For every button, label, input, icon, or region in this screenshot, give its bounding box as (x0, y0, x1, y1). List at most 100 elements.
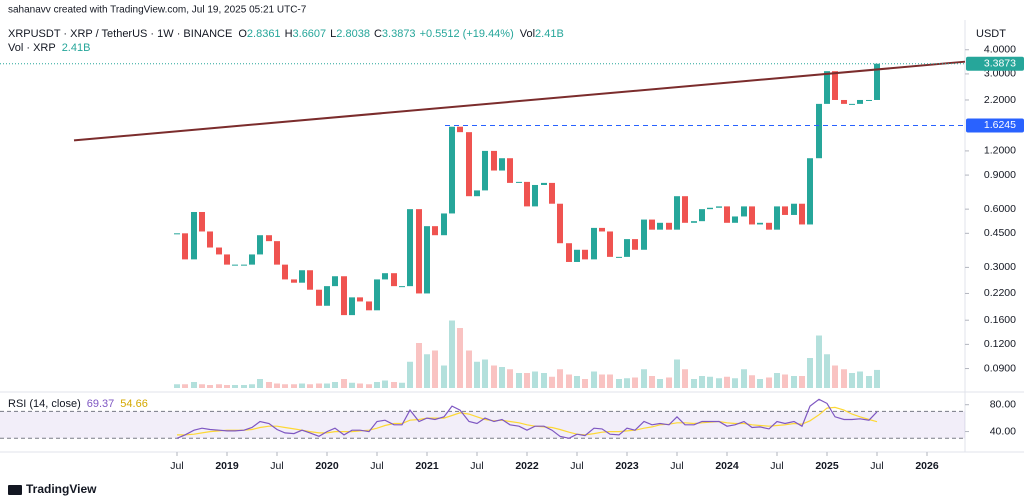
candle (224, 254, 230, 265)
ohlc-o: 2.8361 (247, 28, 281, 40)
logo-icon (8, 485, 22, 495)
volume-bar (257, 379, 263, 388)
candle (791, 203, 797, 215)
volume-bar (316, 383, 322, 388)
logo: TradingView (8, 482, 97, 496)
ohlc-h: 3.6607 (293, 28, 327, 40)
rsi-y-tick-label: 40.00 (990, 425, 1016, 437)
candle (774, 206, 780, 230)
candle (282, 264, 288, 280)
change: +0.5512 (+19.44%) (420, 28, 514, 40)
x-tick-label: Jul (670, 460, 683, 472)
x-tick-label: 2021 (415, 460, 439, 472)
rsi-title: RSI (14, close) (8, 398, 81, 410)
volume-bar (616, 379, 622, 388)
candle (507, 158, 513, 183)
volume-bar (524, 373, 530, 388)
candle (257, 235, 263, 255)
x-tick-label: Jul (470, 460, 483, 472)
volume-bar (366, 384, 372, 388)
volume-bar (841, 369, 847, 388)
candle (874, 63, 880, 100)
volume-bar (832, 365, 838, 388)
candle (557, 203, 563, 244)
volume-bar (491, 365, 497, 388)
candle (457, 126, 463, 133)
volume-bar (849, 373, 855, 388)
y-tick-label: 0.3000 (984, 261, 1016, 273)
volume-bar (624, 378, 630, 388)
last-price-label: 3.3873 (984, 57, 1016, 69)
candle (841, 99, 847, 104)
volume-bar (324, 383, 330, 388)
volume-value: 2.41B (62, 42, 91, 54)
x-tick-label: 2024 (715, 460, 739, 472)
volume-bar (641, 369, 647, 388)
candle (374, 279, 380, 311)
candle (357, 297, 363, 302)
volume-bar (582, 379, 588, 388)
candle (582, 249, 588, 260)
legend: XRPUSDT · XRP / TetherUS · 1W · BINANCE O… (8, 28, 564, 40)
candle (199, 211, 205, 232)
candle (707, 207, 713, 210)
candle (666, 222, 672, 230)
volume-bar (557, 369, 563, 388)
volume-bar (741, 369, 747, 388)
volume-bar (749, 375, 755, 388)
x-tick-label: Jul (370, 460, 383, 472)
candle (316, 289, 322, 306)
candle (524, 181, 530, 207)
level-label: 1.6245 (984, 119, 1016, 131)
candle (332, 276, 338, 287)
candle (241, 264, 247, 266)
candle (482, 150, 488, 191)
candle (691, 221, 697, 223)
y-tick-label: 0.0900 (984, 362, 1016, 374)
volume-bar (416, 343, 422, 388)
candle (266, 235, 272, 242)
y-tick-label: 0.6000 (984, 203, 1016, 215)
volume-bar (874, 369, 880, 388)
candle (649, 219, 655, 230)
volume-bar (357, 383, 363, 388)
volume-bar (866, 376, 872, 388)
volume-bar (507, 369, 513, 388)
volume-bar (341, 379, 347, 388)
volume-bar (699, 376, 705, 388)
y-tick-label: 1.2000 (984, 145, 1016, 157)
volume-bar (757, 379, 763, 388)
candle (207, 231, 213, 248)
volume-bar (716, 378, 722, 388)
volume-bar (266, 382, 272, 388)
candle (349, 297, 355, 316)
volume-legend: Vol · XRP 2.41B (8, 42, 90, 54)
candle (799, 203, 805, 225)
volume-bar (382, 380, 388, 388)
volume-bar (232, 385, 238, 388)
candle (307, 270, 313, 290)
y-tick-label: 0.2200 (984, 287, 1016, 299)
candle (466, 132, 472, 197)
volume-bar (732, 378, 738, 388)
volume-bar (191, 382, 197, 388)
volume-bar (574, 376, 580, 388)
volume-bar (216, 384, 222, 388)
level-badge (966, 118, 1024, 133)
candle (216, 247, 222, 255)
volume-bar (799, 376, 805, 388)
volume-bar (816, 335, 822, 388)
y-tick-label: 4.0000 (984, 44, 1016, 56)
candle (182, 233, 188, 260)
ohlc-l: 2.8038 (336, 28, 370, 40)
candle (324, 286, 330, 306)
volume-bar (516, 373, 522, 388)
rsi-value: 69.37 (87, 398, 115, 410)
last-price-badge (966, 56, 1024, 71)
x-tick-label: Jul (870, 460, 883, 472)
candle (782, 206, 788, 215)
x-tick-label: 2026 (915, 460, 939, 472)
x-tick-label: Jul (770, 460, 783, 472)
candle (749, 206, 755, 225)
